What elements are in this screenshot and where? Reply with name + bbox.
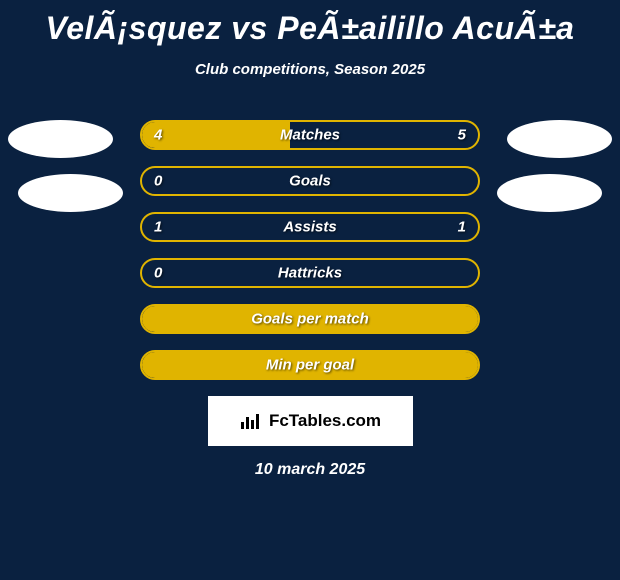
bars-chart-icon xyxy=(239,412,263,430)
bar-value-left: 0 xyxy=(154,265,162,282)
bar-value-left: 4 xyxy=(154,127,162,144)
brand-text: FcTables.com xyxy=(269,411,381,431)
bar-label: Assists xyxy=(283,219,336,236)
player1-avatar-nation xyxy=(18,174,123,212)
stats-container: Matches 4 5 Goals 0 Assists 1 1 Hattricks 0 Goals … xyxy=(0,120,620,479)
bar-value-left: 1 xyxy=(154,219,162,236)
bar-fill-left xyxy=(142,122,290,148)
stat-bar: Goals per match xyxy=(140,304,480,334)
bar-label: Goals per match xyxy=(251,311,369,328)
bar-label: Goals xyxy=(289,173,331,190)
bar-value-left: 0 xyxy=(154,173,162,190)
stat-bar: Goals 0 xyxy=(140,166,480,196)
player1-avatar-team xyxy=(8,120,113,158)
bar-label: Min per goal xyxy=(266,357,354,374)
stat-bar: Hattricks 0 xyxy=(140,258,480,288)
bar-label: Hattricks xyxy=(278,265,342,282)
bar-label: Matches xyxy=(280,127,340,144)
bar-value-right: 5 xyxy=(458,127,466,144)
page-title: VelÃ¡squez vs PeÃ±ailillo AcuÃ±a xyxy=(0,0,620,47)
bar-value-right: 1 xyxy=(458,219,466,236)
stat-bar: Min per goal xyxy=(140,350,480,380)
stat-bar: Assists 1 1 xyxy=(140,212,480,242)
stat-bar: Matches 4 5 xyxy=(140,120,480,150)
player2-avatar-team xyxy=(507,120,612,158)
stat-bars: Matches 4 5 Goals 0 Assists 1 1 Hattricks 0 Goals … xyxy=(140,120,480,380)
subtitle: Club competitions, Season 2025 xyxy=(0,61,620,78)
player2-avatar-nation xyxy=(497,174,602,212)
brand-box: FcTables.com xyxy=(208,396,413,446)
date-text: 10 march 2025 xyxy=(0,461,620,479)
